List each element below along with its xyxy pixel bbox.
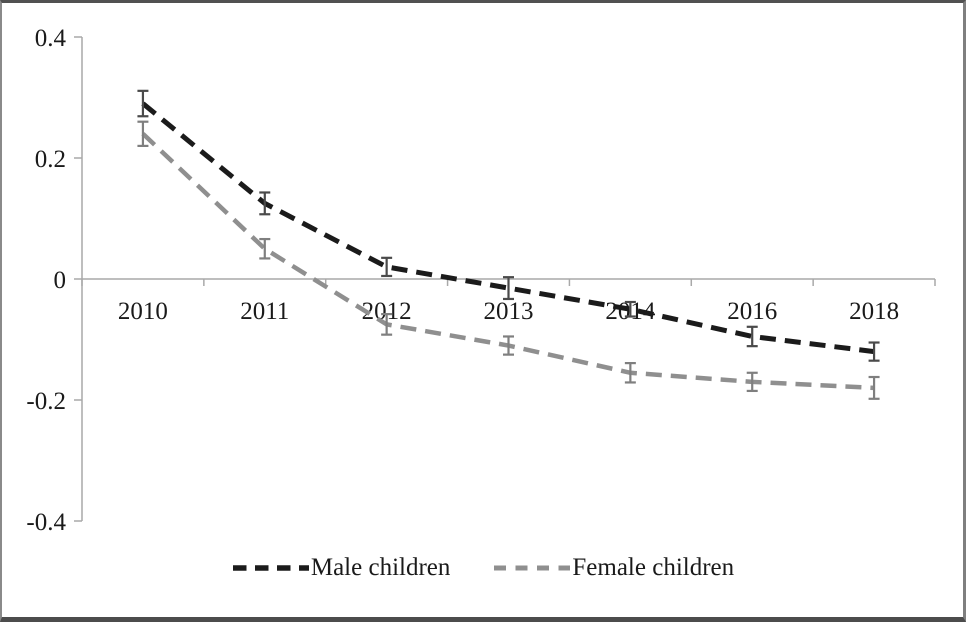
error-bar-female-children-2016 <box>746 371 758 393</box>
x-tick-label-2018: 2018 <box>849 298 899 325</box>
error-bar-male-children-2010 <box>137 89 149 118</box>
y-tick-label--0.2: -0.2 <box>26 388 66 415</box>
legend-label-female-children: Female children <box>572 554 735 581</box>
error-bar-male-children-2013 <box>503 276 514 301</box>
error-bar-male-children-2012 <box>381 256 393 278</box>
x-tick-label-2010: 2010 <box>118 298 168 325</box>
legend-item-male-children: Male children <box>231 554 451 581</box>
x-tick-label-2011: 2011 <box>240 298 289 325</box>
error-bar-male-children-2011 <box>259 191 271 216</box>
male-children-dash-swatch <box>232 564 309 571</box>
legend-label-male-children: Male children <box>310 554 451 581</box>
error-bar-female-children-2010 <box>137 120 149 147</box>
y-tick-label-0.2: 0.2 <box>35 146 66 173</box>
error-bar-female-children-2018 <box>868 375 880 400</box>
female-children-dash-swatch <box>494 565 571 570</box>
y-tick-label--0.4: -0.4 <box>26 509 66 536</box>
error-bar-male-children-2014 <box>624 300 636 318</box>
error-bar-female-children-2014 <box>624 361 636 384</box>
y-tick-label-0: 0 <box>54 267 67 294</box>
error-bar-female-children-2013 <box>503 335 514 356</box>
x-tick-label-2013: 2013 <box>484 298 534 325</box>
chart-legend: Male children Female children <box>2 555 963 580</box>
legend-item-female-children: Female children <box>492 555 734 580</box>
y-tick-label-0.4: 0.4 <box>35 25 67 52</box>
error-bar-female-children-2011 <box>259 237 271 260</box>
error-bar-male-children-2018 <box>868 341 880 362</box>
error-bar-male-children-2016 <box>746 325 758 348</box>
error-bar-female-children-2012 <box>381 312 393 336</box>
x-tick-label-2016: 2016 <box>727 298 777 325</box>
